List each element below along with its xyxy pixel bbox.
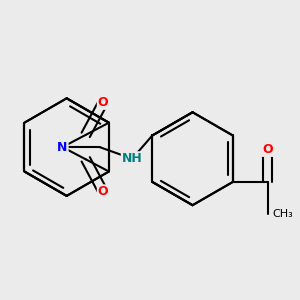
Text: O: O [262, 143, 273, 156]
Text: NH: NH [122, 152, 142, 165]
Text: CH₃: CH₃ [272, 209, 293, 220]
Text: N: N [57, 141, 68, 154]
Text: O: O [98, 185, 108, 198]
Text: O: O [98, 96, 108, 109]
